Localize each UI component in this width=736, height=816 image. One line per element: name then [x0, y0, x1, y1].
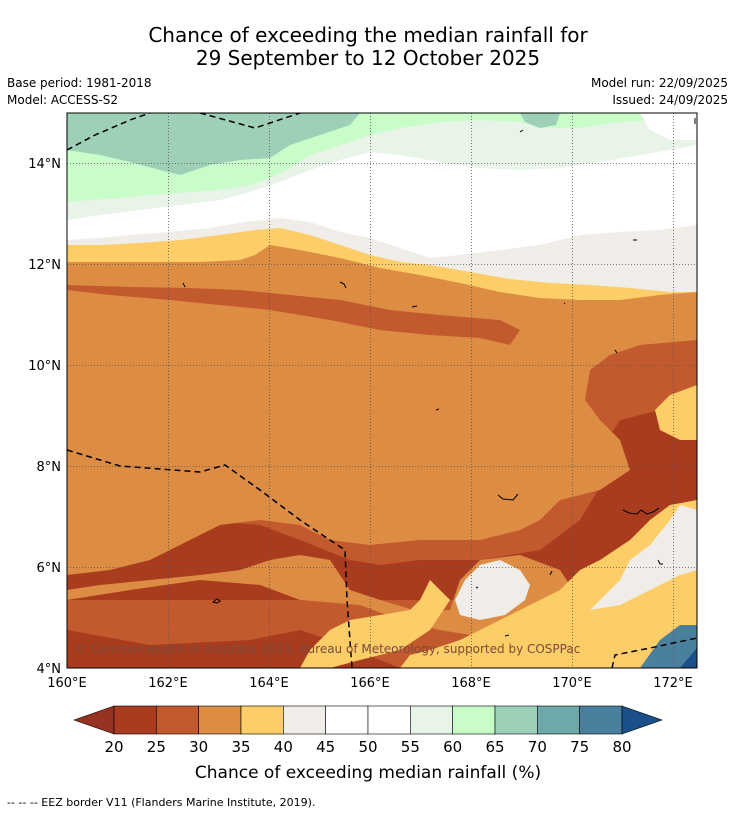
colorbar: 20 25 30 35 40 45 50 55 60 65 70 75 80	[73, 705, 663, 756]
colorbar-swatch	[367, 705, 411, 735]
lat-tick-label: 6°N	[37, 561, 62, 576]
title-line-1: Chance of exceeding the median rainfall …	[148, 23, 588, 47]
base-period: Base period: 1981-2018	[7, 76, 152, 90]
islands	[182, 118, 696, 637]
lat-tick-label: 14°N	[28, 157, 61, 172]
colorbar-tick-label: 75	[570, 738, 589, 756]
lon-tick-label: 166°E	[350, 676, 390, 691]
title-line-2: 29 September to 12 October 2025	[195, 46, 541, 70]
model-run: Model run: 22/09/2025	[590, 76, 728, 90]
colorbar-tick-label: 80	[612, 738, 631, 756]
band-65-70	[67, 113, 560, 175]
contour-fields	[67, 113, 697, 668]
colorbar-swatch	[156, 705, 199, 735]
lon-tick-label: 162°E	[148, 676, 188, 691]
colorbar-label: Chance of exceeding median rainfall (%)	[195, 763, 541, 783]
colorbar-tick-label: 20	[104, 738, 123, 756]
lon-tick-label: 170°E	[552, 676, 592, 691]
colorbar-tick-label: 65	[485, 738, 504, 756]
colorbar-swatch	[283, 705, 326, 735]
lon-tick-label: 164°E	[249, 676, 289, 691]
band-70-80	[640, 625, 697, 668]
lat-tick-label: 10°N	[28, 359, 61, 374]
colorbar-tick-label: 35	[231, 738, 250, 756]
colorbar-tick-label: 55	[401, 738, 420, 756]
colorbar-tick-label: 45	[316, 738, 335, 756]
gridlines	[67, 113, 697, 668]
colorbar-swatch	[452, 705, 496, 735]
colorbar-swatch	[410, 705, 453, 735]
band-white-topright	[640, 113, 697, 140]
eez-borders	[67, 113, 697, 668]
lon-tick-label: 168°E	[451, 676, 491, 691]
colorbar-swatch	[325, 705, 369, 735]
colorbar-tick-label: 70	[528, 738, 547, 756]
colorbar-under-arrow	[73, 705, 115, 735]
colorbar-tick-label: 60	[443, 738, 462, 756]
plot-frame	[66, 112, 698, 669]
colorbar-swatch	[113, 705, 157, 735]
model-name: Model: ACCESS-S2	[7, 93, 119, 107]
lon-tick-label: 160°E	[47, 676, 87, 691]
lat-tick-label: 8°N	[37, 460, 62, 475]
lon-tick-label: 172°E	[653, 676, 693, 691]
eez-footnote: -- -- -- EEZ border V11 (Flanders Marine…	[7, 796, 316, 809]
copyright-text: © Commonwealth of Australia 2025, Bureau…	[75, 642, 580, 656]
colorbar-swatch	[198, 705, 242, 735]
colorbar-tick-label: 50	[358, 738, 377, 756]
colorbar-swatch	[579, 705, 623, 735]
colorbar-swatch	[494, 705, 538, 735]
lat-tick-label: 4°N	[37, 662, 62, 677]
lat-axis: 14°N 12°N 10°N 8°N 6°N 4°N	[28, 157, 61, 677]
colorbar-tick-label: 25	[147, 738, 166, 756]
band-75-80	[680, 648, 697, 668]
lon-axis: 160°E 162°E 164°E 166°E 168°E 170°E 172°…	[47, 676, 693, 691]
colorbar-over-arrow	[621, 705, 663, 735]
colorbar-swatch	[240, 705, 284, 735]
issued-date: Issued: 24/09/2025	[612, 93, 728, 107]
colorbar-tick-label: 40	[274, 738, 293, 756]
colorbar-tick-label: 30	[189, 738, 208, 756]
colorbar-swatch	[537, 705, 580, 735]
lat-tick-label: 12°N	[28, 258, 61, 273]
